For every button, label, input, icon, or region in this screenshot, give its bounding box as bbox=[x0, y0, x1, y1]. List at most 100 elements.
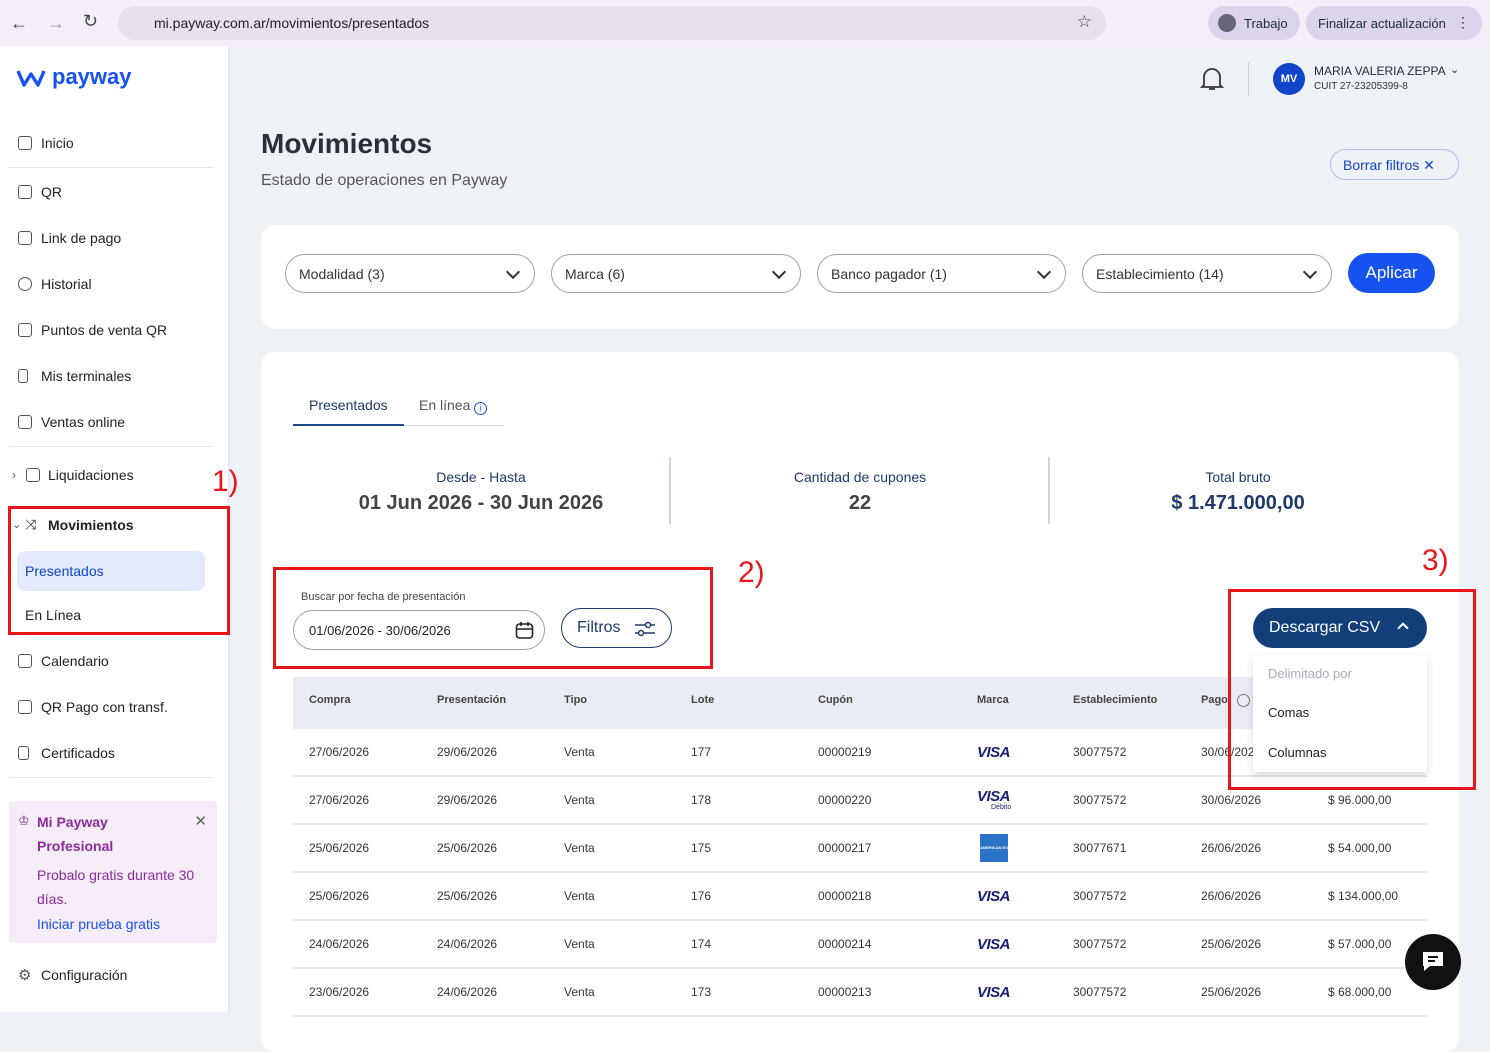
chat-button[interactable] bbox=[1405, 934, 1461, 990]
table-cell: $ 68.000,00 bbox=[1328, 985, 1392, 999]
nav-subitem[interactable]: En Línea bbox=[25, 607, 82, 623]
clear-filters-button[interactable]: Borrar filtros ✕ bbox=[1330, 149, 1459, 180]
filter-select[interactable]: Marca (6) bbox=[551, 254, 801, 293]
table-cell: $ 96.000,00 bbox=[1328, 793, 1392, 807]
table-cell: 24/06/2026 bbox=[437, 985, 498, 999]
download-csv-button[interactable]: Descargar CSV bbox=[1253, 608, 1427, 648]
nav-item[interactable]: Liquidaciones bbox=[48, 467, 134, 483]
nav-subitem[interactable]: Presentados bbox=[25, 563, 104, 579]
column-header: Compra bbox=[309, 694, 351, 706]
column-header: Cupón bbox=[818, 694, 853, 706]
table-cell: Venta bbox=[564, 985, 595, 999]
icon bbox=[18, 746, 29, 760]
user-name[interactable]: MARIA VALERIA ZEPPA bbox=[1314, 64, 1446, 78]
table-cell: 25/06/2026 bbox=[437, 841, 498, 855]
icon bbox=[18, 231, 32, 245]
table-cell: 00000213 bbox=[818, 985, 872, 999]
table-cell: Venta bbox=[564, 745, 595, 759]
filters-label: Filtros bbox=[577, 619, 621, 636]
reload-button[interactable]: ↻ bbox=[83, 11, 99, 31]
highlight-box bbox=[273, 567, 713, 669]
table-cell: 178 bbox=[691, 793, 712, 807]
tab-active[interactable]: Presentados bbox=[309, 397, 388, 413]
highlight-box bbox=[1228, 589, 1476, 790]
filter-select[interactable]: Modalidad (3) bbox=[285, 254, 535, 293]
brand-logo-sub: Débito bbox=[991, 804, 1012, 811]
icon bbox=[18, 369, 28, 383]
sliders-icon bbox=[635, 621, 655, 637]
screen: ← → ↻ mi.payway.com.ar/movimientos/prese… bbox=[0, 0, 1490, 1012]
table-row-divider bbox=[293, 1015, 1427, 1017]
menu-dots: ⋮ bbox=[1456, 14, 1470, 30]
table-cell: 26/06/2026 bbox=[1201, 841, 1262, 855]
nav-item[interactable]: QR bbox=[41, 184, 62, 200]
highlight-box bbox=[8, 506, 230, 635]
nav-item[interactable]: Calendario bbox=[41, 653, 109, 669]
filter-select[interactable]: Establecimiento (14) bbox=[1082, 254, 1332, 293]
bookmark-star[interactable]: ☆ bbox=[1076, 12, 1092, 31]
icon bbox=[18, 700, 32, 714]
summary-value: $ 1.471.000,00 bbox=[1171, 492, 1305, 514]
brand-logo-amex: AMERICAN EXPRESS bbox=[980, 834, 1008, 862]
clear-filters-label: Borrar filtros bbox=[1343, 157, 1420, 173]
nav-item[interactable]: QR Pago con transf. bbox=[41, 699, 168, 715]
filter-select[interactable]: Banco pagador (1) bbox=[817, 254, 1066, 293]
nav-item[interactable]: Movimientos bbox=[48, 517, 134, 533]
brand-logo: VISA bbox=[977, 936, 1011, 953]
icon bbox=[18, 185, 32, 199]
update-button[interactable]: Finalizar actualización ⋮ bbox=[1306, 6, 1482, 40]
nav-item[interactable]: Link de pago bbox=[41, 230, 122, 246]
promo-card: ♔ Mi Payway ✕ Profesional Probalo gratis… bbox=[9, 801, 217, 943]
icon bbox=[18, 654, 32, 668]
table-row-divider bbox=[293, 919, 1427, 921]
table-cell: 25/06/2026 bbox=[1201, 937, 1262, 951]
column-header: Lote bbox=[691, 694, 715, 706]
separator bbox=[9, 167, 213, 168]
table-cell: 27/06/2026 bbox=[309, 745, 370, 759]
date-input[interactable]: 01/06/2026 - 30/06/2026 bbox=[293, 610, 545, 650]
promo-subtitle: Profesional bbox=[37, 838, 114, 854]
apply-button[interactable]: Aplicar bbox=[1348, 253, 1435, 293]
nav-item[interactable]: Historial bbox=[41, 276, 92, 292]
calendar-icon bbox=[515, 622, 534, 639]
tab-label: En línea bbox=[419, 397, 471, 413]
table-row-divider bbox=[293, 967, 1427, 969]
back-button[interactable]: ← bbox=[10, 13, 28, 33]
menu-title: Delimitado por bbox=[1268, 666, 1352, 681]
table-cell: Venta bbox=[564, 889, 595, 903]
menu-option[interactable]: Columnas bbox=[1268, 745, 1327, 760]
nav-item[interactable]: Ventas online bbox=[41, 414, 126, 430]
table-cell: 176 bbox=[691, 889, 712, 903]
menu-option[interactable]: Comas bbox=[1268, 705, 1310, 720]
promo-link[interactable]: Iniciar prueba gratis bbox=[37, 916, 160, 932]
promo-title: Mi Payway bbox=[37, 814, 108, 830]
nav-item[interactable]: Certificados bbox=[41, 745, 115, 761]
address-bar[interactable]: mi.payway.com.ar/movimientos/presentados… bbox=[118, 6, 1106, 40]
summary-value: 22 bbox=[848, 492, 872, 514]
summary-label: Cantidad de cupones bbox=[793, 469, 927, 485]
table-cell: 00000219 bbox=[818, 745, 872, 759]
icon: ⤨ bbox=[25, 516, 37, 532]
tab[interactable]: En línea i bbox=[419, 397, 488, 415]
close-button[interactable]: ✕ bbox=[194, 813, 207, 830]
table-cell: 30077572 bbox=[1073, 937, 1127, 951]
table-row-divider bbox=[293, 823, 1427, 825]
settings-link[interactable]: Configuración bbox=[41, 967, 128, 983]
table-cell: 30/06/2026 bbox=[1201, 793, 1262, 807]
table-cell: 24/06/2026 bbox=[309, 937, 370, 951]
nav-item[interactable]: Mis terminales bbox=[41, 368, 132, 384]
table-cell: 25/06/2026 bbox=[309, 889, 370, 903]
filters-button[interactable]: Filtros bbox=[561, 608, 672, 648]
nav-item[interactable]: Puntos de venta QR bbox=[41, 322, 168, 338]
chevron: ⌄ bbox=[1450, 64, 1460, 76]
table-cell: 00000220 bbox=[818, 793, 872, 807]
notifications-button[interactable] bbox=[1200, 66, 1224, 92]
url: mi.payway.com.ar/movimientos/presentados bbox=[154, 15, 430, 31]
profile-name: Trabajo bbox=[1244, 16, 1288, 31]
table-cell: $ 134.000,00 bbox=[1328, 889, 1399, 903]
profile-button[interactable]: Trabajo bbox=[1208, 6, 1300, 40]
forward-button[interactable]: → bbox=[47, 13, 65, 33]
table-cell: 177 bbox=[691, 745, 712, 759]
nav-item[interactable]: Inicio bbox=[41, 135, 74, 151]
icon bbox=[18, 136, 32, 150]
